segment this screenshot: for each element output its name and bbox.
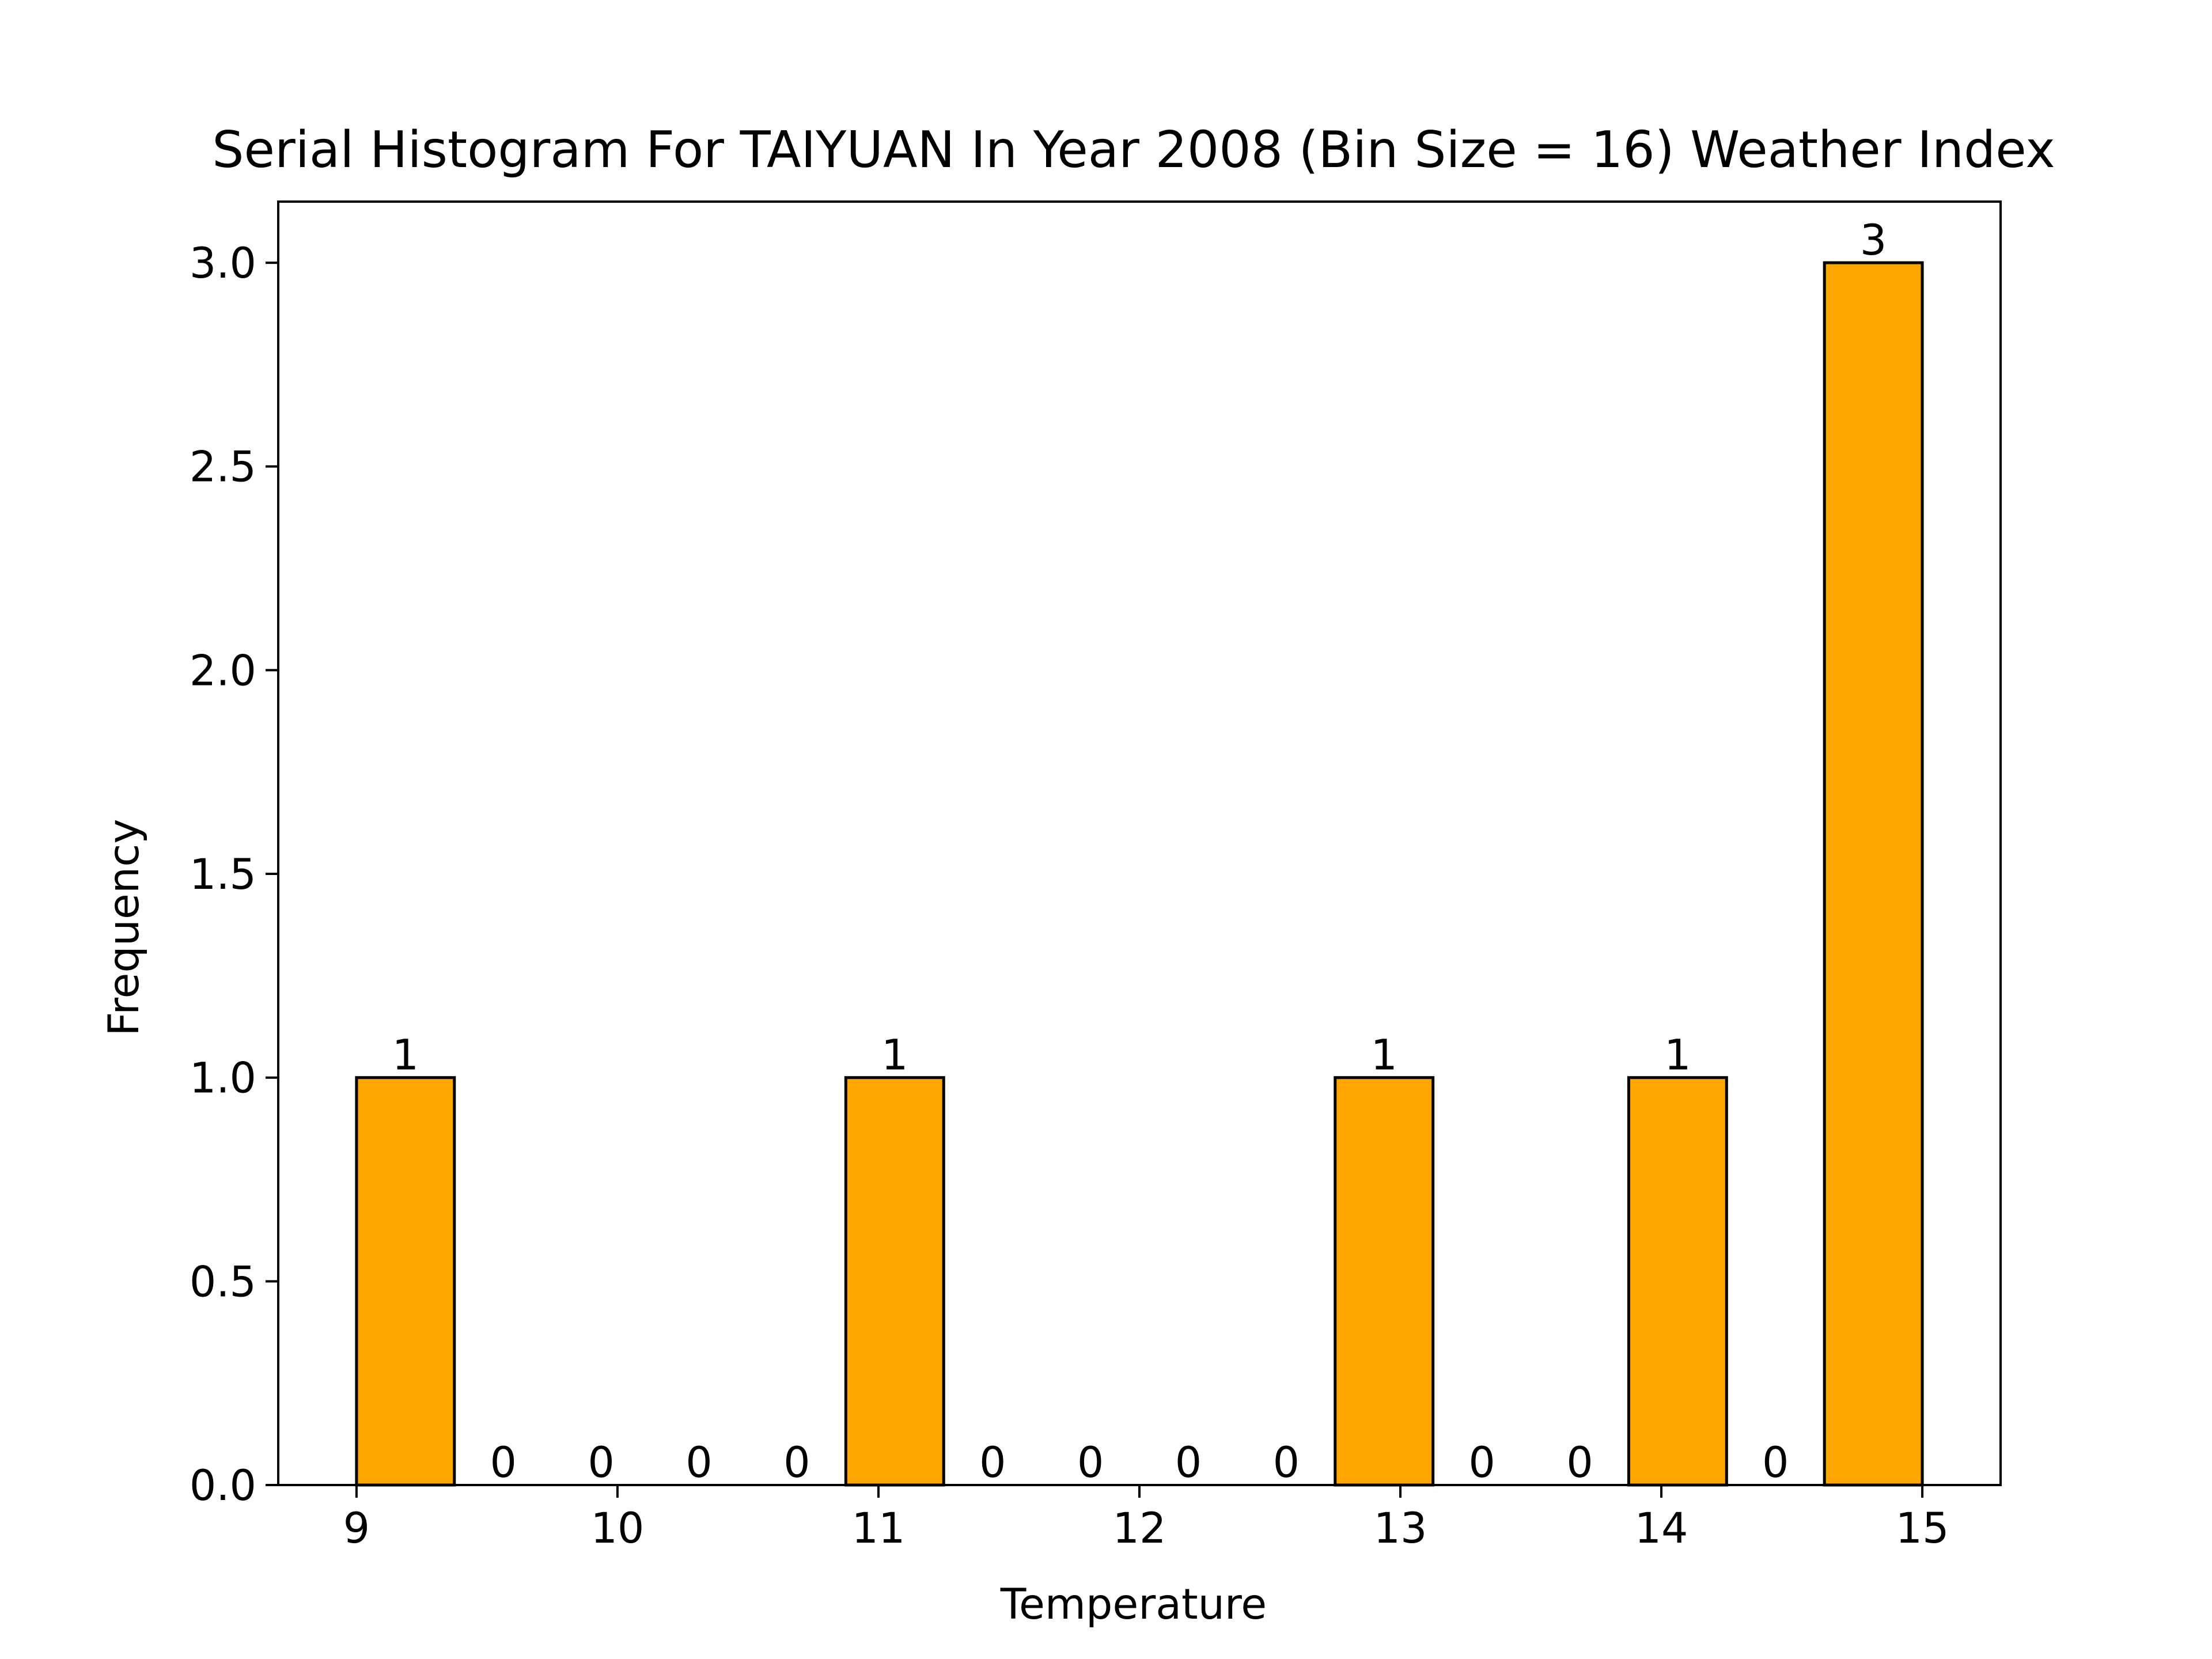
bar [1334, 1076, 1435, 1487]
y-tick-label: 0.0 [190, 1461, 256, 1510]
data-label: 3 [1860, 216, 1887, 265]
data-label: 1 [392, 1031, 419, 1080]
x-tick-label: 12 [1113, 1504, 1166, 1553]
plot-frame [277, 200, 2002, 1486]
data-label: 1 [1664, 1031, 1691, 1080]
data-label: 1 [1370, 1031, 1397, 1080]
bars-group [355, 261, 1924, 1487]
y-tick-label: 3.0 [190, 239, 256, 288]
x-axis-label: Temperature [1000, 1580, 1267, 1629]
y-tick-label: 0.5 [190, 1257, 256, 1306]
y-axis: 0.0 0.5 1.0 1.5 2.0 2.5 3.0 [190, 239, 278, 1510]
data-labels-group: 1 0 0 0 0 1 0 0 0 0 1 0 0 1 0 3 [392, 216, 1887, 1487]
data-label: 0 [685, 1438, 712, 1487]
data-label: 0 [1468, 1438, 1495, 1487]
bar [355, 1076, 456, 1487]
x-axis: 9 10 11 12 13 14 15 [343, 1485, 1949, 1553]
x-tick-label: 14 [1635, 1504, 1688, 1553]
data-label: 0 [588, 1438, 614, 1487]
data-label: 0 [1762, 1438, 1789, 1487]
data-label: 0 [1077, 1438, 1104, 1487]
bar [844, 1076, 945, 1487]
y-tick-label: 2.5 [190, 443, 256, 492]
data-label: 0 [490, 1438, 517, 1487]
x-tick-label: 15 [1896, 1504, 1949, 1553]
data-label: 0 [1273, 1438, 1300, 1487]
data-label: 0 [1175, 1438, 1202, 1487]
data-label: 0 [783, 1438, 810, 1487]
y-tick-label: 1.0 [190, 1054, 256, 1103]
x-tick-label: 11 [852, 1504, 906, 1553]
data-label: 0 [979, 1438, 1006, 1487]
bar [1823, 261, 1924, 1487]
x-tick-label: 10 [590, 1504, 644, 1553]
y-tick-label: 1.5 [190, 850, 256, 899]
chart-title: Serial Histogram For TAIYUAN In Year 200… [212, 120, 2055, 179]
bar [1627, 1076, 1728, 1487]
y-tick-label: 2.0 [190, 646, 256, 695]
data-label: 1 [881, 1031, 908, 1080]
x-tick-label: 13 [1374, 1504, 1427, 1553]
data-label: 0 [1566, 1438, 1593, 1487]
y-axis-label: Frequency [100, 819, 149, 1036]
x-tick-label: 9 [343, 1504, 370, 1553]
